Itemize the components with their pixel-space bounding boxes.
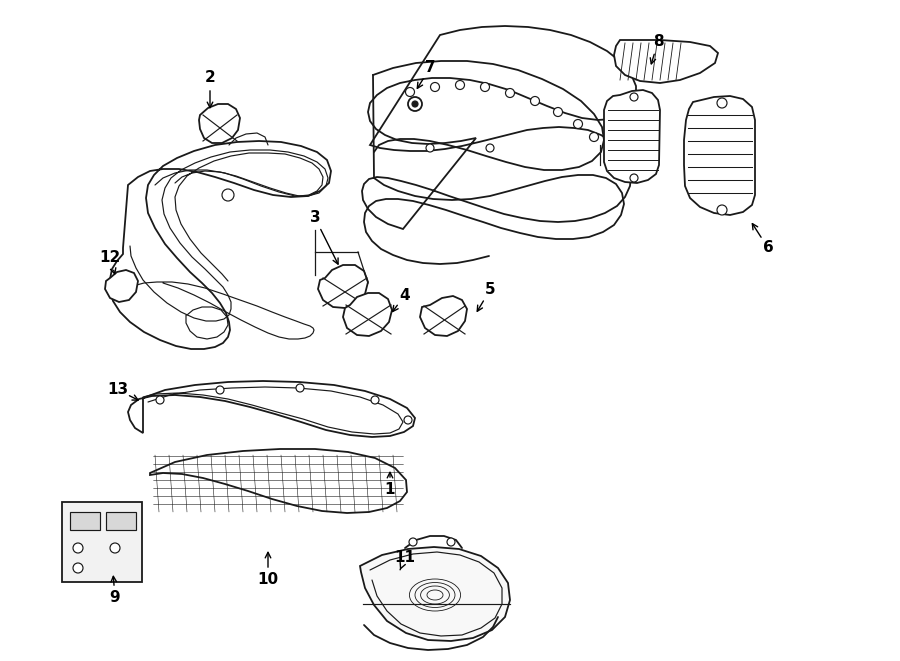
Circle shape <box>630 174 638 182</box>
Circle shape <box>371 396 379 404</box>
Polygon shape <box>420 296 467 336</box>
Circle shape <box>430 83 439 91</box>
Text: 3: 3 <box>310 210 320 225</box>
Circle shape <box>110 543 120 553</box>
Circle shape <box>717 98 727 108</box>
Polygon shape <box>684 96 755 215</box>
Circle shape <box>408 97 422 111</box>
Circle shape <box>573 120 582 128</box>
Polygon shape <box>105 270 138 302</box>
Text: 7: 7 <box>425 61 436 75</box>
Circle shape <box>222 189 234 201</box>
Polygon shape <box>106 512 136 530</box>
Polygon shape <box>343 293 392 336</box>
Text: 12: 12 <box>99 251 121 266</box>
Polygon shape <box>318 265 368 308</box>
Circle shape <box>554 108 562 116</box>
Polygon shape <box>614 40 718 83</box>
Text: 13: 13 <box>107 383 129 397</box>
Circle shape <box>481 83 490 91</box>
Circle shape <box>73 543 83 553</box>
Text: 8: 8 <box>652 34 663 50</box>
Text: 11: 11 <box>394 551 416 566</box>
Circle shape <box>216 386 224 394</box>
Circle shape <box>296 384 304 392</box>
Circle shape <box>717 205 727 215</box>
Text: 2: 2 <box>204 71 215 85</box>
Polygon shape <box>62 502 142 582</box>
Polygon shape <box>110 141 331 349</box>
Polygon shape <box>150 449 407 513</box>
Circle shape <box>404 416 412 424</box>
Circle shape <box>412 101 418 107</box>
Circle shape <box>156 396 164 404</box>
Polygon shape <box>360 547 510 641</box>
Circle shape <box>486 144 494 152</box>
Circle shape <box>73 563 83 573</box>
Text: 4: 4 <box>400 288 410 303</box>
Circle shape <box>409 538 417 546</box>
Circle shape <box>506 89 515 98</box>
Circle shape <box>455 81 464 89</box>
Circle shape <box>406 87 415 97</box>
Polygon shape <box>199 104 240 143</box>
Text: 5: 5 <box>485 282 495 297</box>
Text: 10: 10 <box>257 572 279 588</box>
Circle shape <box>630 93 638 101</box>
Text: 1: 1 <box>385 483 395 498</box>
Circle shape <box>530 97 539 106</box>
Polygon shape <box>362 26 636 229</box>
Circle shape <box>447 538 455 546</box>
Polygon shape <box>128 381 415 437</box>
Circle shape <box>590 132 598 141</box>
Polygon shape <box>604 90 660 183</box>
Text: 9: 9 <box>110 590 121 605</box>
Polygon shape <box>70 512 100 530</box>
Text: 6: 6 <box>762 241 773 256</box>
Circle shape <box>426 144 434 152</box>
